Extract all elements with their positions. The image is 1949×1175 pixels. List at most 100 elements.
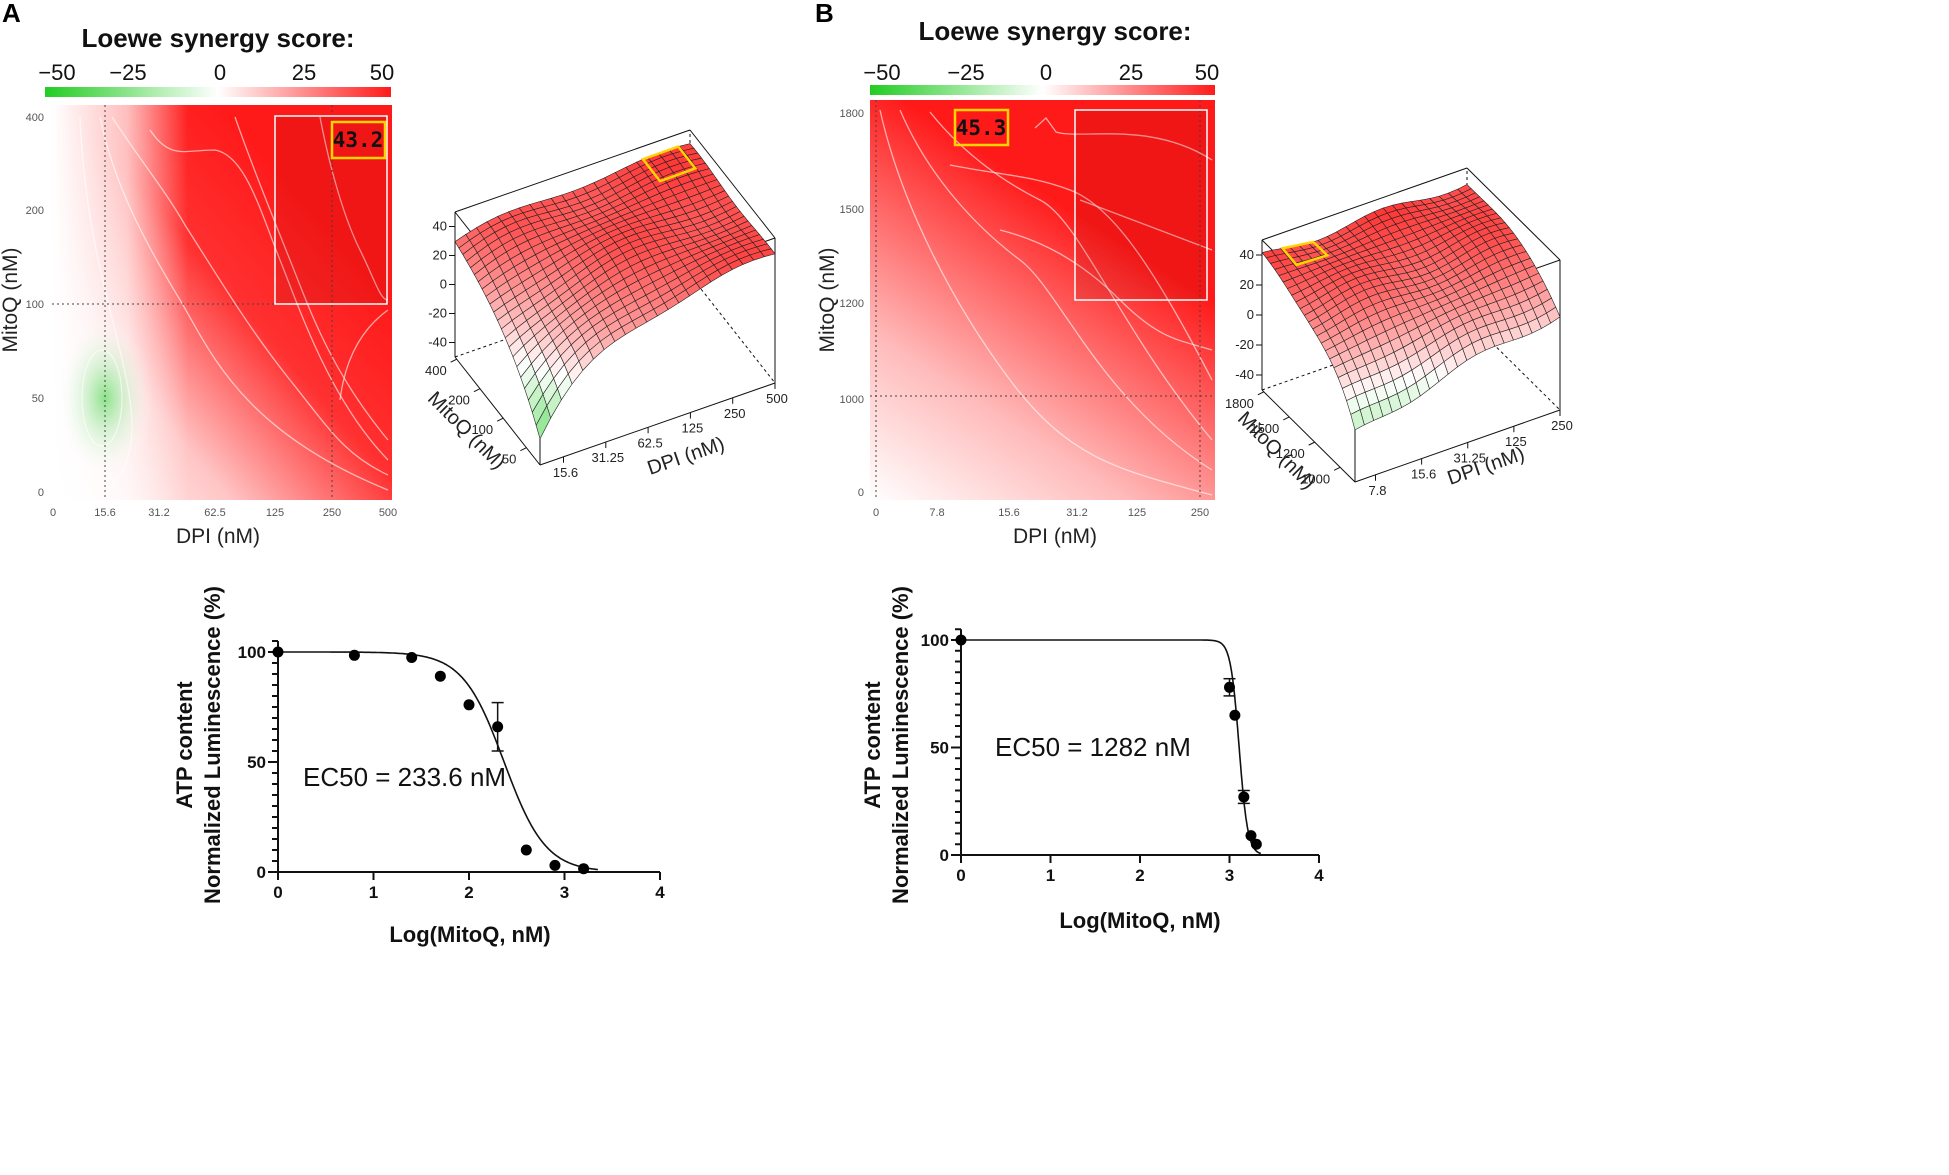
y-tick-label: 0	[257, 863, 266, 882]
y-axis-label: MitoQ (nM)	[0, 248, 22, 353]
x-axis-label: DPI (nM)	[1013, 525, 1097, 548]
y-tick-label: 0	[38, 487, 44, 499]
colorbar-tick: 25	[1119, 60, 1143, 85]
x-axis-label: DPI (nM)	[176, 525, 260, 548]
colorbar	[870, 85, 1215, 95]
y-tick	[520, 447, 527, 452]
max-synergy-region	[1074, 109, 1208, 301]
colorbar	[45, 87, 391, 97]
colorbar-tick: 25	[292, 60, 316, 85]
y-tick-label: 1000	[840, 394, 864, 406]
y-tick	[1283, 416, 1290, 421]
data-point	[434, 670, 446, 682]
data-point	[1245, 830, 1257, 842]
axes: 0 50 100 0 1 2 3 4	[921, 628, 1324, 885]
x-tick-label: 31.25	[1453, 450, 1486, 465]
y-tick-label: 1200	[1276, 446, 1305, 461]
z-tick-label: -20	[428, 306, 447, 321]
colorbar-title: Loewe synergy score:	[81, 23, 354, 53]
reference-lines	[52, 105, 392, 500]
z-tick-label: -20	[1235, 337, 1254, 352]
colorbar-title: Loewe synergy score:	[918, 16, 1191, 46]
z-tick-label: 0	[1247, 307, 1254, 322]
z-tick-label: 20	[1240, 277, 1254, 292]
y-tick-label: 50	[930, 739, 949, 758]
y-tick-label: 1500	[1250, 421, 1279, 436]
box-edge	[1261, 389, 1356, 483]
colorbar-tick: −25	[109, 60, 146, 85]
x-tick-label: 7.8	[929, 507, 944, 519]
x-tick-label: 125	[1505, 434, 1527, 449]
x-tick-label: 15.6	[1411, 467, 1436, 482]
x-tick-label: 1	[369, 883, 378, 902]
box-edge	[539, 382, 776, 466]
x-tick-label: 250	[724, 406, 746, 421]
data-point	[955, 634, 967, 646]
x-tick-label: 0	[50, 507, 56, 519]
y-tick	[1257, 391, 1265, 396]
ec50-annotation: EC50 = 233.6 nM	[303, 762, 506, 792]
max-synergy-score: 43.2	[333, 128, 384, 152]
colorbar-tick: −50	[38, 60, 75, 85]
x-tick-label: 31.2	[148, 507, 169, 519]
y-tick-label: 1800	[840, 108, 864, 120]
y-axis-label-line2: Normalized Luminescence (%)	[888, 586, 913, 904]
contour-lines	[79, 116, 389, 501]
box-edge	[689, 129, 776, 239]
y-tick	[473, 388, 481, 393]
colorbar-tick: 0	[214, 60, 226, 85]
y-tick-label: 1200	[840, 298, 864, 310]
panel-label-a: A	[2, 0, 21, 28]
x-tick-label: 0	[956, 866, 965, 885]
y-tick-label: 50	[32, 393, 44, 405]
y-tick-label: 1800	[1225, 396, 1254, 411]
x-tick-label: 4	[1314, 866, 1324, 885]
x-tick-label: 15.6	[998, 507, 1019, 519]
data-point	[463, 699, 475, 711]
colorbar-tick: −25	[947, 60, 984, 85]
surface-plot-a: 40200-20-4015.631.2562.51252505004002001…	[423, 129, 788, 480]
data-point	[272, 646, 284, 658]
data-point	[520, 844, 532, 856]
fit-curve	[278, 651, 598, 871]
data-point	[1224, 681, 1235, 693]
score-highlight-box	[330, 120, 387, 160]
x-tick-label: 250	[1551, 418, 1573, 433]
x-tick-label: 2	[464, 883, 473, 902]
contour-lines	[879, 109, 1213, 496]
colorbar-tick: 50	[1195, 60, 1219, 85]
x-tick-label: 2	[1135, 866, 1144, 885]
y-tick-label: 400	[425, 363, 447, 378]
z-tick-label: 0	[440, 277, 447, 292]
y-tick	[1308, 441, 1315, 446]
y-axis-label-line2: Normalized Luminescence (%)	[200, 586, 225, 904]
x-tick-label: 15.6	[94, 507, 115, 519]
score-highlight-box	[953, 108, 1010, 147]
data-point	[1229, 709, 1241, 721]
x-tick-label: 7.8	[1368, 483, 1386, 498]
y-tick-label: 1500	[840, 204, 864, 216]
y-tick-label: 400	[26, 112, 44, 124]
z-tick-label: 20	[433, 248, 447, 263]
x-tick-label: 250	[1191, 507, 1209, 519]
colorbar-tick: 0	[1040, 60, 1052, 85]
fit-curve	[961, 639, 1262, 855]
surface-cell	[535, 405, 552, 440]
x-tick-label: 500	[766, 391, 788, 406]
y-tick-label: 100	[238, 643, 266, 662]
data-point	[1250, 838, 1262, 850]
x-tick-label: 250	[323, 507, 341, 519]
colorbar-tick: 50	[370, 60, 394, 85]
z-tick-label: 40	[1240, 247, 1254, 262]
data-point	[549, 859, 561, 871]
data-point	[406, 652, 418, 663]
y-tick-label: 100	[26, 299, 44, 311]
x-axis-label: Log(MitoQ, nM)	[389, 922, 550, 947]
y-axis-label-line1: ATP content	[172, 681, 197, 809]
y-tick-label: 50	[502, 452, 516, 467]
y-tick-label: 0	[858, 487, 864, 499]
box-edge	[1261, 167, 1468, 241]
x-tick-label: 62.5	[637, 435, 662, 450]
y-tick	[1333, 466, 1341, 471]
data-point	[1238, 791, 1250, 803]
